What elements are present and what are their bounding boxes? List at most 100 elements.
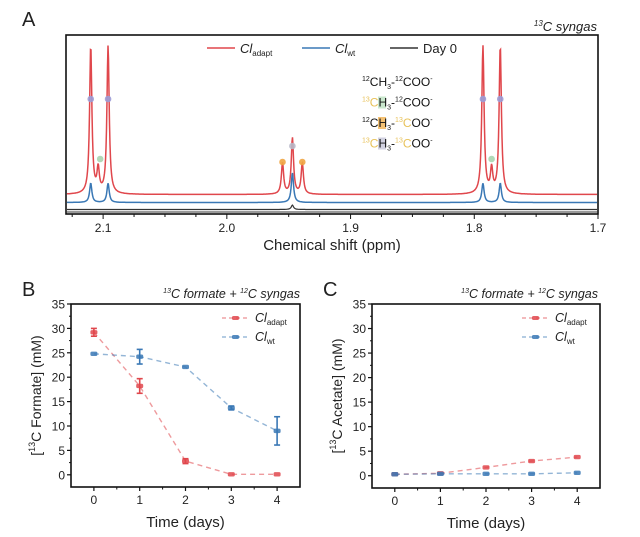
y-tick-label: 35: [353, 298, 367, 312]
series-cl-wt-point: [528, 471, 536, 476]
y-axis-label-part: 13: [328, 440, 338, 450]
series-cl-adapt-point: [573, 454, 581, 460]
legend-swatch-marker: [232, 316, 239, 320]
panel-label-a: A: [22, 9, 36, 31]
panel-title-part: 12: [240, 288, 248, 295]
legend-label: Clwt: [335, 41, 356, 58]
species-label-part: 12: [362, 117, 370, 124]
species-h-highlight: [378, 117, 386, 129]
legend-label: Cladapt: [255, 311, 288, 327]
legend-label-sub: wt: [566, 337, 576, 346]
species-label-part: OO: [412, 75, 431, 89]
x-tick-label: 0: [391, 494, 398, 508]
species-label-part: OO: [412, 116, 431, 130]
spectrum-line-day-0: [67, 204, 597, 211]
y-tick-label: 10: [353, 420, 367, 434]
series-cl-wt-point: [436, 471, 444, 476]
series-cl-wt-point: [136, 354, 144, 359]
species-label-part: 13: [395, 138, 403, 145]
spectrum-line-cl-adapt: [67, 45, 597, 196]
x-tick-label: 0: [91, 493, 98, 507]
species-label-part: C: [403, 75, 412, 89]
y-tick-label: 10: [52, 420, 66, 434]
y-tick-label: 30: [353, 322, 367, 336]
y-tick-label: 30: [52, 322, 66, 336]
peak-marker-dot: [488, 155, 495, 163]
x-tick-label: 1.7: [590, 221, 607, 235]
legend-label-main: Cl: [255, 330, 268, 344]
legend-label: Cladapt: [555, 311, 588, 327]
peak-marker-dot: [496, 95, 504, 103]
x-tick-label: 1: [136, 493, 143, 507]
species-label-part: 12: [395, 97, 403, 104]
series-cl-adapt-point: [528, 458, 536, 464]
species-label-part: C: [403, 137, 412, 151]
species-label-part: 3: [387, 84, 391, 91]
legend-label-main: Cl: [335, 41, 348, 56]
species-label-part: -: [430, 138, 433, 145]
species-label: 12CH3-13COO-: [362, 116, 433, 132]
y-tick-label: 20: [353, 371, 367, 385]
panel-title-part: C formate +: [469, 287, 538, 301]
legend-label: Cladapt: [240, 41, 273, 58]
species-label-part: 13: [362, 138, 370, 145]
x-tick-label: 1.9: [342, 221, 359, 235]
series-cl-wt-point: [573, 470, 581, 475]
species-label-part: C: [403, 96, 412, 110]
series-cl-wt-point: [90, 351, 98, 356]
species-label-part: H: [378, 137, 387, 151]
species-h-highlight: [378, 96, 386, 109]
species-label-part: OO: [412, 137, 431, 151]
nmr-plot-frame: [65, 34, 599, 215]
series-cl-wt-point: [227, 405, 235, 411]
x-tick-label: 2: [182, 493, 189, 507]
series-cl-adapt-point: [273, 472, 281, 477]
x-tick-label: 4: [574, 494, 581, 508]
species-label-part: 3: [387, 146, 391, 153]
y-axis-label: [13C Acetate] (mM): [328, 338, 345, 453]
x-tick-label: 1.8: [466, 221, 483, 235]
panel-title-part: C syngas: [248, 287, 300, 301]
y-tick-label: 0: [58, 468, 65, 482]
legend-label-sub: wt: [266, 337, 276, 346]
peak-marker-dot: [279, 158, 286, 166]
species-label-part: C: [370, 137, 379, 151]
species-label-part: C: [370, 96, 379, 110]
panel-title-part: C syngas: [546, 287, 598, 301]
x-tick-label: 2.1: [95, 221, 112, 235]
y-tick-label: 20: [52, 371, 66, 385]
panel-title-part: 13: [461, 288, 469, 295]
peak-marker-dot: [479, 95, 487, 103]
y-axis-label: [13C Formate] (mM): [27, 335, 44, 455]
legend-label-main: Cl: [555, 330, 568, 344]
x-axis-label: Time (days): [447, 515, 526, 532]
x-tick-label: 4: [274, 493, 281, 507]
spectrum-line-cl-wt: [67, 172, 597, 204]
y-tick-label: 25: [353, 347, 367, 361]
y-axis-label-part: [: [329, 450, 345, 454]
x-axis-label: Time (days): [146, 514, 225, 531]
species-label-part: C: [403, 116, 412, 130]
legend-label-main: Cl: [240, 41, 253, 56]
legend-swatch-marker: [532, 335, 539, 339]
series-cl-adapt-point: [90, 330, 98, 335]
series-cl-wt-point: [482, 471, 490, 476]
species-label-part: -: [430, 76, 433, 83]
legend-swatch-marker: [532, 316, 539, 320]
y-tick-label: 15: [52, 395, 66, 409]
species-label-part: -: [430, 97, 433, 104]
y-axis-label-part: 13: [27, 442, 37, 452]
panel-a-title-sup: 13: [534, 19, 543, 28]
panel-a-title-rest: C syngas: [543, 19, 598, 34]
legend-swatch-marker: [232, 335, 239, 339]
y-tick-label: 15: [353, 396, 367, 410]
species-label-part: 12: [395, 76, 403, 83]
legend-label-sub: adapt: [267, 318, 288, 327]
species-label-part: H: [378, 96, 387, 110]
peak-marker-dot: [104, 95, 112, 103]
species-label-part: 13: [362, 97, 370, 104]
x-axis-label: Chemical shift (ppm): [263, 237, 401, 254]
